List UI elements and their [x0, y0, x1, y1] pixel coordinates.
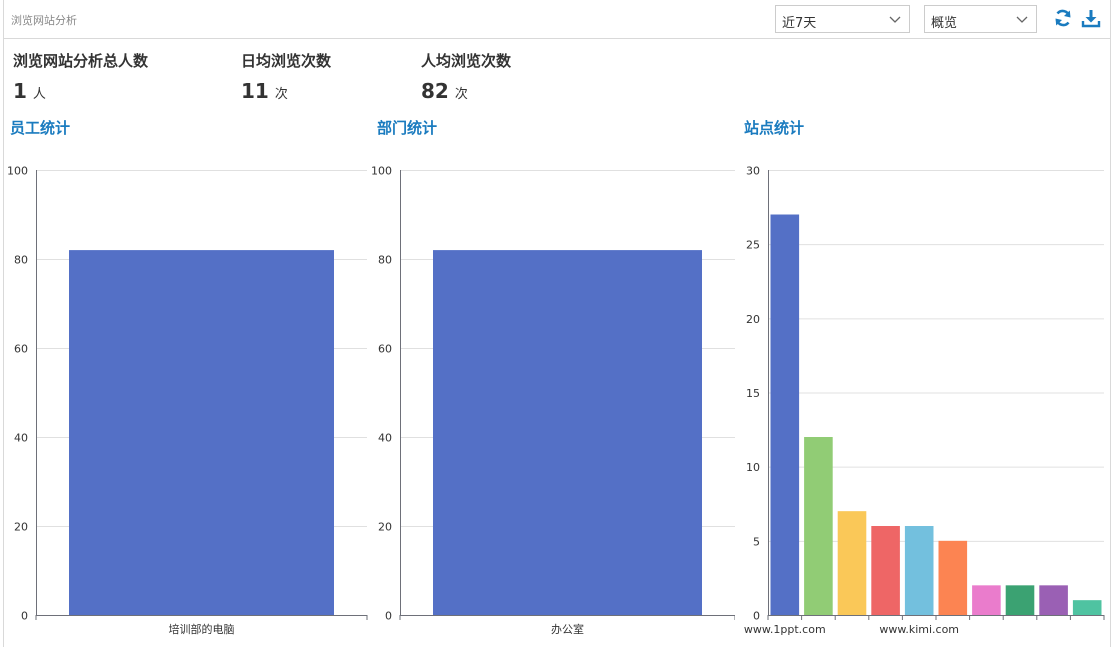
y-tick-label: 0 — [753, 610, 760, 623]
x-category-label: www.kimi.com — [879, 623, 959, 636]
bar — [804, 437, 833, 615]
y-tick-label: 15 — [746, 387, 760, 400]
stat-label: 浏览网站分析总人数 — [13, 52, 149, 70]
employee-chart: 0 20 40 60 80 100 培训部的电脑 — [4, 160, 368, 647]
y-tick-label: 5 — [753, 535, 760, 548]
x-category-label: 办公室 — [551, 622, 584, 636]
y-tick-label: 40 — [378, 432, 392, 445]
stat-unit: 次 — [274, 87, 288, 102]
y-tick-label: 80 — [378, 254, 392, 267]
bar — [1072, 600, 1102, 615]
bar — [770, 214, 800, 615]
y-tick-label: 10 — [746, 461, 760, 474]
bar — [1039, 585, 1068, 615]
bar — [871, 526, 900, 615]
bar — [69, 250, 334, 615]
y-tick-label: 30 — [746, 165, 760, 178]
department-bar-chart: 0 20 40 60 80 100 办公室 — [371, 165, 735, 636]
refresh-icon[interactable] — [1053, 8, 1073, 28]
bar — [837, 511, 867, 615]
date-range-select[interactable]: 近7天 — [775, 5, 910, 33]
site-chart: 0 5 10 15 20 25 30 www.1ppt.com www.kimi.com — [735, 160, 1110, 647]
stat-per-person-views: 人均浏览次数 82 次 — [421, 50, 511, 103]
bar — [938, 540, 968, 615]
section-title-employee: 员工统计 — [10, 119, 71, 137]
view-mode-select[interactable]: 概览 — [924, 5, 1037, 33]
y-tick-label: 25 — [746, 239, 760, 252]
y-tick-label: 60 — [378, 343, 392, 356]
y-tick-label: 40 — [14, 432, 28, 445]
y-tick-label: 0 — [21, 610, 28, 623]
view-mode-value: 概览 — [931, 16, 958, 31]
stat-daily-views: 日均浏览次数 11 次 — [241, 50, 331, 103]
header-bar: 浏览网站分析 近7天 概览 — [4, 0, 1110, 39]
download-icon[interactable] — [1081, 8, 1101, 28]
department-chart: 0 20 40 60 80 100 办公室 — [368, 160, 735, 647]
section-title-department: 部门统计 — [377, 119, 438, 137]
stat-value: 11 次 — [241, 79, 331, 103]
date-range-value: 近7天 — [782, 16, 817, 31]
chevron-down-icon — [1016, 16, 1028, 23]
bar — [972, 585, 1001, 615]
y-tick-label: 20 — [378, 521, 392, 534]
y-tick-label: 20 — [14, 521, 28, 534]
stat-number: 1 — [13, 79, 27, 103]
stat-value: 82 次 — [421, 79, 511, 103]
chevron-down-icon — [889, 16, 901, 23]
stat-label: 人均浏览次数 — [421, 52, 512, 70]
stat-number: 82 — [421, 79, 449, 103]
bar — [433, 250, 702, 615]
x-category-label: 培训部的电脑 — [169, 622, 235, 636]
bar — [1005, 585, 1035, 615]
y-tick-label: 60 — [14, 343, 28, 356]
stat-label: 日均浏览次数 — [241, 52, 332, 70]
page-title: 浏览网站分析 — [11, 14, 77, 27]
y-tick-label: 0 — [385, 610, 392, 623]
stat-unit: 人 — [32, 87, 46, 102]
site-bar-chart: 0 5 10 15 20 25 30 www.1ppt.com www.kimi.com — [744, 165, 1105, 636]
stat-number: 11 — [241, 79, 269, 103]
bar — [904, 526, 934, 615]
y-tick-label: 80 — [14, 254, 28, 267]
y-tick-label: 100 — [7, 165, 28, 178]
y-tick-label: 20 — [746, 313, 760, 326]
x-category-label: www.1ppt.com — [744, 623, 826, 636]
y-tick-label: 100 — [371, 165, 392, 178]
stat-unit: 次 — [454, 87, 468, 102]
employee-bar-chart: 0 20 40 60 80 100 培训部的电脑 — [7, 165, 368, 636]
section-title-site: 站点统计 — [744, 119, 805, 137]
